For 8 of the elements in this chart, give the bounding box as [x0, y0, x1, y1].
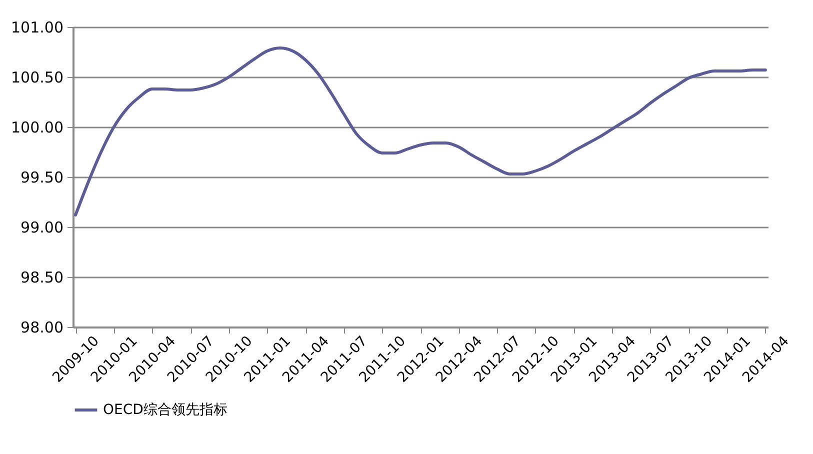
- y-tick-label: 100.00: [11, 118, 64, 136]
- legend-label: OECD综合领先指标: [103, 402, 228, 418]
- y-tick-label: 100.50: [11, 68, 64, 86]
- y-tick-label: 101.00: [11, 18, 64, 36]
- y-tick-label: 98.00: [20, 318, 64, 336]
- y-tick-label: 98.50: [20, 268, 64, 286]
- y-tick-label: 99.00: [20, 218, 64, 236]
- y-tick-label: 99.50: [20, 168, 64, 186]
